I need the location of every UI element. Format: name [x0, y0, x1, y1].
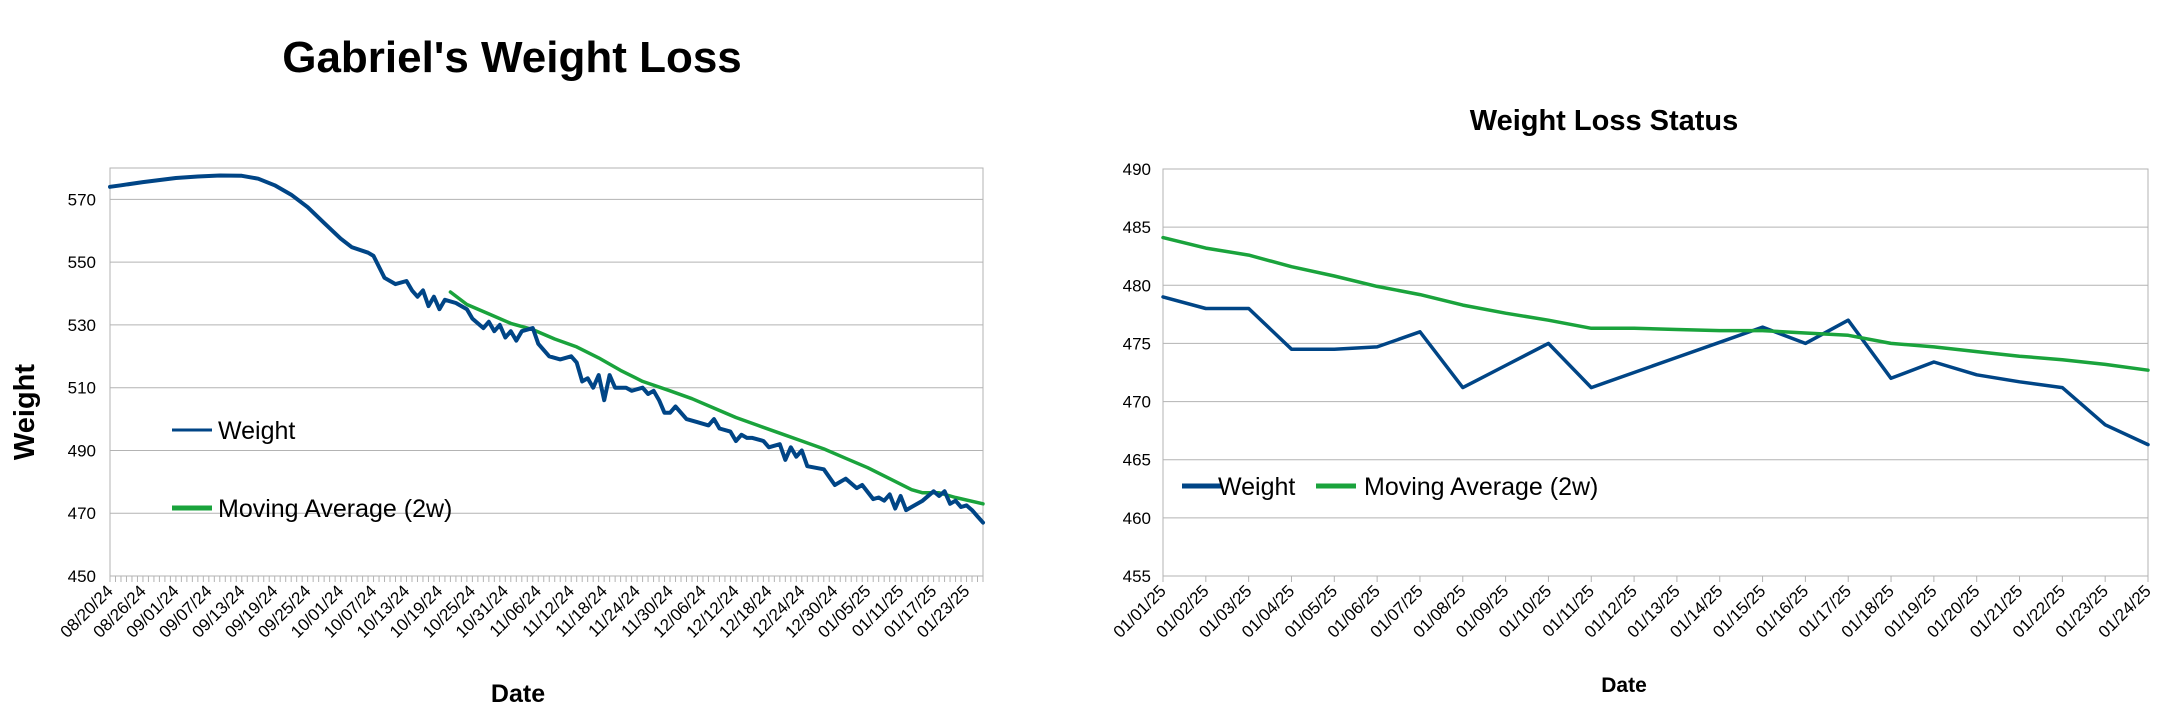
y-tick-label: 460: [1123, 509, 1151, 528]
y-tick-label: 510: [68, 379, 96, 398]
chart-title: Weight Loss Status: [1470, 105, 1739, 137]
weight-loss-chart: Gabriel's Weight Loss 450 470 490 510 530 550 5…: [9, 33, 985, 708]
chart-title: Gabriel's Weight Loss: [282, 33, 742, 82]
y-tick-label: 470: [68, 504, 96, 523]
x-axis-title: Date: [1601, 674, 1647, 697]
y-tick-label: 550: [68, 253, 96, 272]
series-line-moving-average: [448, 290, 985, 506]
legend-label: Moving Average (2w): [218, 495, 452, 523]
y-tick-label: 490: [68, 441, 96, 460]
series-line-weight: [108, 173, 985, 525]
legend-label: Weight: [1218, 473, 1295, 501]
y-tick-label: 470: [1123, 393, 1151, 412]
y-tick-label: 450: [68, 567, 96, 586]
plot-frame: [1162, 168, 2149, 577]
y-axis-title: Weight: [9, 364, 41, 460]
series-line-weight: [1161, 295, 2150, 447]
x-axis-title: Date: [491, 680, 545, 708]
y-tick-label: 530: [68, 316, 96, 335]
weight-loss-status-chart: Weight Loss Status 455 460 465 470 475 480 485 4…: [1110, 105, 2155, 697]
y-tick-label: 475: [1123, 334, 1151, 353]
legend-label: Weight: [218, 417, 295, 445]
y-tick-label: 570: [68, 190, 96, 209]
legend-label: Moving Average (2w): [1364, 473, 1598, 501]
y-tick-label: 485: [1123, 218, 1151, 237]
y-tick-label: 490: [1123, 160, 1151, 179]
y-tick-label: 455: [1123, 567, 1151, 586]
series-line-moving-average: [1161, 235, 2150, 372]
y-tick-label: 465: [1123, 451, 1151, 470]
plot-frame: [109, 167, 984, 577]
y-tick-label: 480: [1123, 276, 1151, 295]
